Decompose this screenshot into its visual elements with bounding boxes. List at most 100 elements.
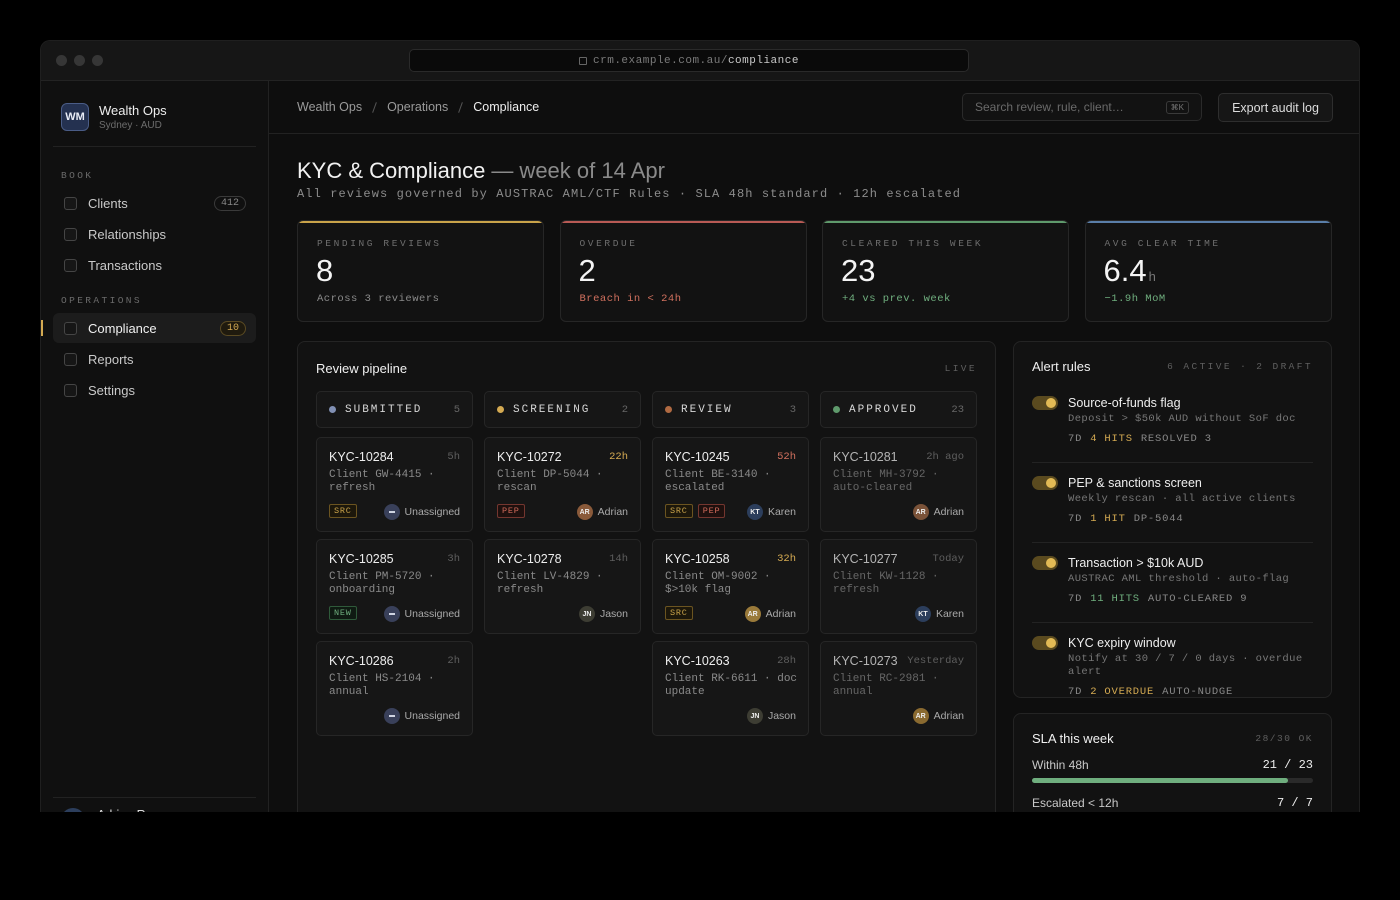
browser-window: crm.example.com.au/ compliance WM Wealth … [40,40,1360,812]
url-host: crm.example.com.au/ [593,54,728,67]
rule-stat: DP-5044 [1133,513,1184,525]
assignee-name: Jason [767,710,796,722]
review-desc: Client OM-9002 · $>10k flag [665,571,771,596]
rule-meta: 7D 2 OVERDUE AUTO-NUDGE [1068,685,1313,697]
rule-toggle[interactable] [1032,396,1058,410]
assignee: JN Jason [746,708,796,724]
active-marker [41,320,43,336]
tag: NEW [329,606,357,620]
review-card[interactable]: KYC-10277 Today Client KW-1128 · refresh KT… [820,539,977,634]
tag-list: NEW [329,606,357,620]
nav-item[interactable]: Transactions [53,250,256,280]
user-name: Adrian R [97,808,146,812]
review-age: 2h ago [926,451,964,463]
assignee-name: Jason [599,608,628,620]
user-avatar[interactable] [61,808,85,812]
assignee: AR Adrian [576,504,628,520]
breadcrumb-item[interactable]: Wealth Ops [297,100,363,114]
review-id: KYC-10272 [497,450,562,464]
section-label: BOOK [61,170,94,181]
org-name: Wealth Ops [99,103,167,118]
assignee: Unassigned [383,504,460,520]
review-card[interactable]: KYC-10285 3h Client PM-5720 · onboarding NE… [316,539,473,634]
nav-item[interactable]: Settings [53,375,256,405]
avatar-dash [388,613,395,615]
kpi-accent [298,221,543,223]
avatar-dash [388,715,395,717]
sla-panel: SLA this week 28/30 OK Within 48h 21 / 23 Es… [1013,713,1332,812]
rule-stat: AUTO-CLEARED 9 [1147,593,1248,605]
review-card[interactable]: KYC-10258 32h Client OM-9002 · $>10k flag S… [652,539,809,634]
assignee-name: Unassigned [404,506,460,518]
review-card[interactable]: KYC-10281 2h ago Client MH-3792 · auto-cle… [820,437,977,532]
kpi-label: CLEARED THIS WEEK [842,238,984,249]
review-id: KYC-10286 [329,654,394,668]
rule-stat: RESOLVED 3 [1140,433,1212,445]
review-card[interactable]: KYC-10284 5h Client GW-4415 · refresh SRC Un… [316,437,473,532]
review-card[interactable]: KYC-10263 28h Client RK-6611 · doc update J… [652,641,809,736]
review-age: Today [932,553,964,565]
url-icon [579,56,588,65]
status-dot [497,406,504,413]
rule-toggle[interactable] [1032,476,1058,490]
assignee-name: Adrian [597,506,628,518]
review-card[interactable]: KYC-10273 Yesterday Client RC-2981 · annua… [820,641,977,736]
url-bar[interactable]: crm.example.com.au/ compliance [409,49,969,72]
nav-label: Transactions [88,257,162,273]
search-placeholder: Search review, rule, client… [975,100,1124,114]
avatar: AR [912,708,929,724]
rule-stat: 1 HIT [1090,513,1126,525]
section-label: OPERATIONS [61,295,143,306]
review-card[interactable]: KYC-10278 14h Client LV-4829 · refresh JN Ja… [484,539,641,634]
tag-list: PEP [497,504,525,518]
breadcrumb-item[interactable]: Compliance [473,100,540,114]
avatar: JN [746,708,763,724]
assignee-name: Adrian [765,608,796,620]
nav-item[interactable]: Reports [53,344,256,374]
review-card[interactable]: KYC-10286 2h Client HS-2104 · annual Unassi… [316,641,473,736]
review-card[interactable]: KYC-10272 22h Client DP-5044 · rescan PEP AR… [484,437,641,532]
nav-item[interactable]: Relationships [53,219,256,249]
kpi-label: AVG CLEAR TIME [1104,238,1221,249]
tag: SRC [665,606,693,620]
rule-meta: 7D 11 HITS AUTO-CLEARED 9 [1068,592,1313,606]
review-desc: Client HS-2104 · annual [329,673,435,698]
kpi-unit: h [1148,269,1156,284]
page-title: KYC & Compliance — week of 14 Apr [297,158,665,184]
export-button[interactable]: Export audit log [1218,93,1333,122]
nav-item[interactable]: Clients 412 [53,188,256,218]
window-dot[interactable] [56,55,67,66]
page-subtitle: All reviews governed by AUSTRAC AML/CTF … [297,187,962,201]
tag: PEP [697,504,726,518]
assignee: AR Adrian [744,606,796,622]
rule-desc: AUSTRAC AML threshold · auto-flag [1068,573,1290,585]
review-desc: Client LV-4829 · refresh [497,571,603,596]
panel-title: Alert rules [1032,359,1091,374]
kpi-number: 2 [578,253,596,288]
alert-rule: Source-of-funds flag Deposit > $50k AUD w… [1032,395,1313,463]
tag: PEP [497,504,525,518]
org-logo: WM [61,103,89,131]
url-path: compliance [727,54,799,67]
kpi-number: 6.4 [1103,253,1147,288]
review-id: KYC-10281 [833,450,898,464]
kpi-card: PENDING REVIEWS 8 Across 3 reviewers [297,220,544,322]
nav-item[interactable]: Compliance 10 [53,313,256,343]
review-card[interactable]: KYC-10245 52h Client BE-3140 · escalated SR… [652,437,809,532]
breadcrumb-item[interactable]: Operations [387,100,449,114]
rule-toggle[interactable] [1032,636,1058,650]
nav-label: Clients [88,195,128,211]
tag-list: SRC [665,606,693,620]
column-header: SCREENING 2 [484,391,641,428]
search-shortcut: ⌘K [1165,100,1189,114]
rule-toggle[interactable] [1032,556,1058,570]
assignee-name: Karen [935,608,964,620]
column-count: 5 [453,403,460,416]
nav-label: Relationships [88,226,167,242]
search-box[interactable]: Search review, rule, client… ⌘K [962,93,1202,121]
window-dot[interactable] [74,55,85,66]
review-age: 5h [447,451,460,463]
kpi-value: 2 [579,253,596,289]
window-dot[interactable] [92,55,103,66]
title-bar: crm.example.com.au/ compliance [41,41,1359,81]
